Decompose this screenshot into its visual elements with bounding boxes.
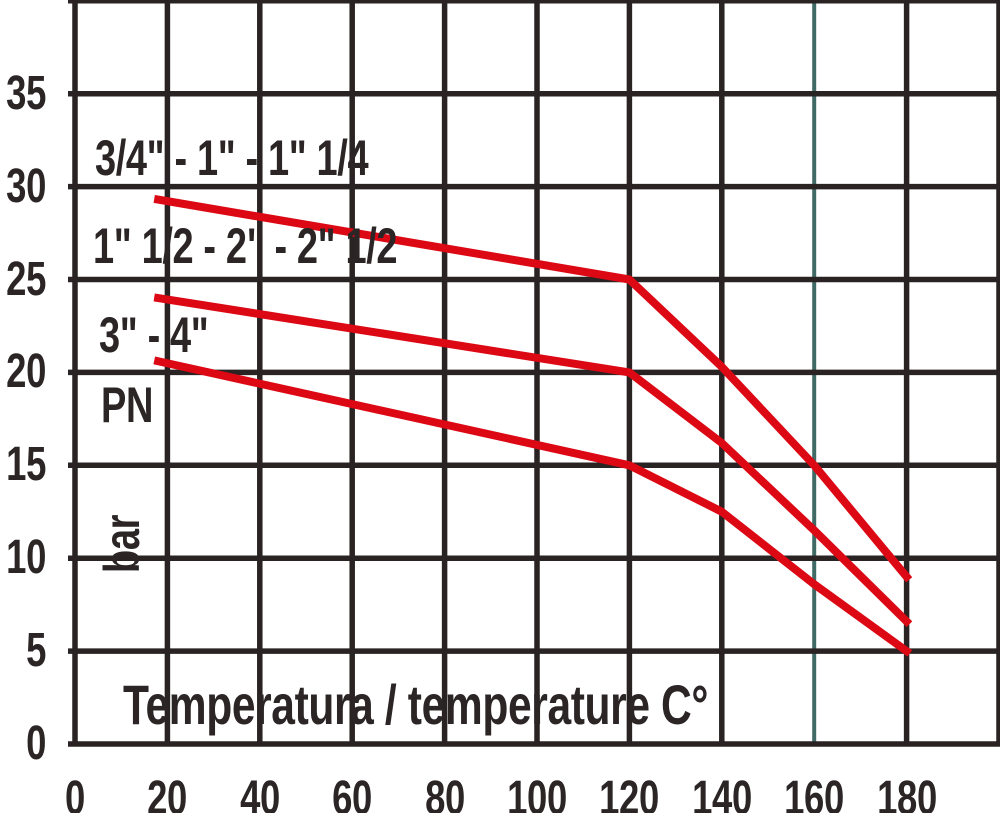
x-tick-label-0: 0 bbox=[65, 772, 85, 813]
curve-series-3 bbox=[153, 356, 913, 657]
y-tick-label-25: 25 bbox=[6, 252, 46, 306]
y-axis-unit-bar: bar bbox=[94, 515, 150, 573]
x-tick-label-180: 180 bbox=[876, 772, 937, 813]
y-tick-label-5: 5 bbox=[26, 624, 46, 678]
x-tick-label-80: 80 bbox=[424, 772, 465, 813]
y-axis-label-pn: PN bbox=[101, 377, 154, 433]
y-tick-label-0: 0 bbox=[26, 717, 46, 770]
series-label-medium-sizes: 1" 1/2 - 2" - 2" 1/2 bbox=[93, 218, 398, 274]
x-tick-label-40: 40 bbox=[239, 772, 280, 813]
x-tick-label-100: 100 bbox=[507, 772, 567, 813]
x-tick-label-160: 160 bbox=[784, 772, 845, 813]
y-tick-label-20: 20 bbox=[6, 345, 46, 399]
x-tick-label-120: 120 bbox=[599, 772, 660, 813]
curve-series-1 bbox=[153, 194, 913, 583]
x-tick-label-140: 140 bbox=[691, 772, 752, 813]
x-axis-title: Temperatura / temperature C° bbox=[123, 673, 709, 736]
x-tick-label-20: 20 bbox=[147, 772, 188, 813]
y-tick-label-30: 30 bbox=[6, 159, 46, 213]
x-tick-label-60: 60 bbox=[332, 772, 373, 813]
series-label-small-sizes: 3/4" - 1" - 1" 1/4 bbox=[95, 130, 369, 186]
y-tick-label-15: 15 bbox=[6, 438, 46, 492]
series-label-large-sizes: 3" - 4" bbox=[99, 307, 209, 363]
y-tick-label-10: 10 bbox=[6, 531, 46, 585]
curve-series-2 bbox=[153, 293, 913, 628]
y-tick-label-35: 35 bbox=[6, 66, 46, 120]
